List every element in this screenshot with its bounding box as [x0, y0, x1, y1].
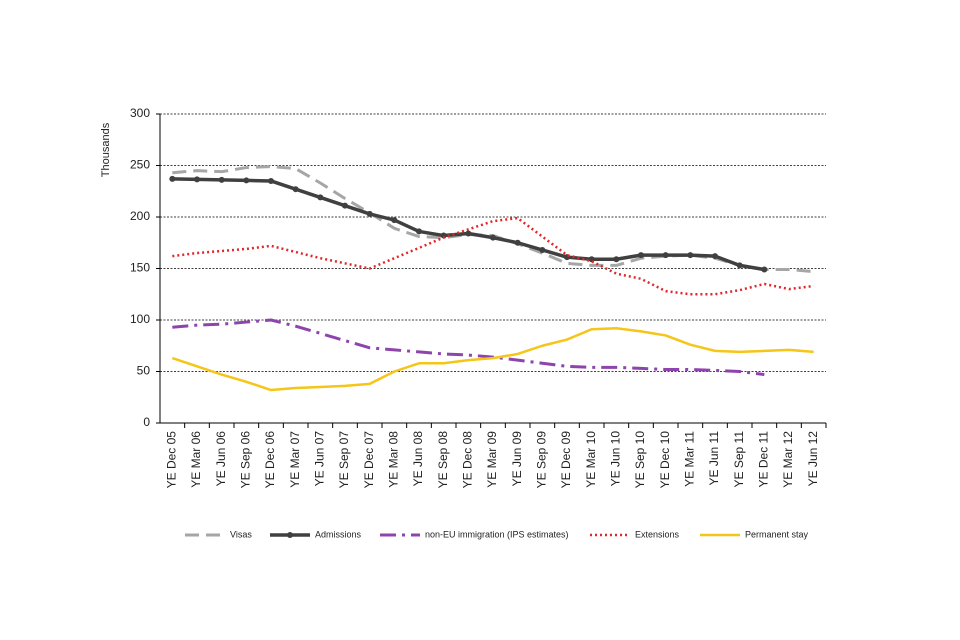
- point: [268, 177, 274, 184]
- point: [440, 232, 447, 239]
- legend-label: Admissions: [315, 529, 362, 539]
- point: [662, 252, 669, 259]
- y-axis-label: Thousands: [100, 122, 112, 177]
- point: [712, 253, 718, 260]
- point: [317, 194, 324, 201]
- point: [638, 252, 644, 259]
- y-tick-label: 200: [130, 209, 150, 223]
- x-tick-label: YE Sep 10: [633, 431, 647, 489]
- x-tick-label: YE Mar 09: [485, 431, 499, 488]
- point: [490, 234, 496, 241]
- x-tick-label: YE Sep 09: [535, 431, 549, 489]
- x-tick-label: YE Dec 09: [559, 431, 573, 489]
- y-tick-label: 100: [130, 312, 150, 326]
- x-tick-label: YE Jun 06: [214, 431, 228, 487]
- y-tick-label: 300: [130, 106, 150, 120]
- legend-label: Visas: [230, 529, 252, 539]
- point: [366, 210, 373, 217]
- x-tick-label: YE Mar 10: [584, 431, 598, 488]
- x-tick-label: YE Dec 10: [658, 431, 672, 489]
- x-tick-label: YE Mar 12: [781, 431, 795, 488]
- series-line: [171, 326, 814, 392]
- x-tick-label: YE Mar 07: [288, 431, 302, 488]
- x-tick-label: YE Jun 08: [411, 431, 425, 487]
- point: [465, 230, 472, 237]
- legend-label: Permanent stay: [745, 529, 809, 539]
- point: [194, 176, 200, 183]
- x-tick-label: YE Jun 12: [806, 431, 820, 487]
- legend-label: Extensions: [635, 529, 680, 539]
- x-tick-label: YE Sep 06: [239, 431, 253, 489]
- point: [416, 228, 422, 235]
- point: [539, 246, 546, 253]
- y-tick-label: 250: [130, 158, 150, 172]
- x-tick-label: YE Dec 05: [165, 431, 179, 489]
- series-line: [172, 318, 765, 377]
- x-tick-label: YE Jun 10: [609, 431, 623, 487]
- x-tick-label: YE Jun 07: [313, 431, 327, 487]
- point: [169, 175, 176, 182]
- x-tick-label: YE Dec 11: [757, 431, 771, 488]
- point: [736, 262, 743, 269]
- x-tick-label: YE Mar 11: [683, 431, 697, 487]
- x-tick-label: YE Sep 11: [732, 431, 746, 488]
- x-tick-label: YE Dec 07: [362, 431, 376, 489]
- x-tick-label: YE Jun 09: [510, 431, 524, 487]
- x-tick-label: YE Sep 07: [337, 431, 351, 489]
- x-tick-label: YE Sep 08: [436, 431, 450, 489]
- y-tick-label: 0: [143, 415, 150, 429]
- point: [391, 217, 398, 224]
- x-tick-label: YE Dec 08: [461, 431, 475, 489]
- point: [243, 177, 250, 184]
- point: [218, 176, 225, 183]
- point: [514, 239, 521, 246]
- point: [342, 202, 348, 209]
- point: [761, 266, 768, 273]
- x-tick-label: YE Dec 06: [263, 431, 277, 489]
- point: [613, 256, 620, 263]
- series-line: [172, 216, 814, 296]
- x-tick-label: YE Jun 11: [707, 431, 721, 486]
- point: [292, 186, 299, 193]
- y-tick-label: 50: [137, 364, 151, 378]
- legend-label: non-EU immigration (IPS estimates): [425, 529, 569, 539]
- y-tick-label: 150: [130, 261, 150, 275]
- point: [687, 252, 694, 259]
- x-tick-label: YE Mar 06: [189, 431, 203, 488]
- x-tick-label: YE Mar 08: [387, 431, 401, 488]
- legend-swatch-dot: [287, 532, 293, 538]
- series-line: [172, 177, 765, 272]
